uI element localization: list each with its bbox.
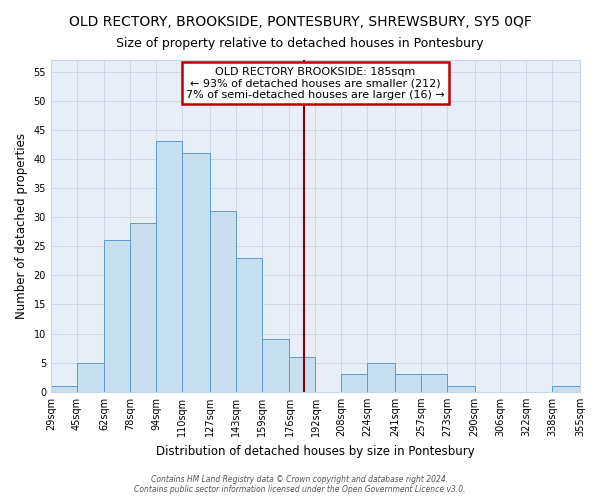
Bar [104, 240, 130, 392]
Bar [157, 142, 182, 392]
Bar [236, 258, 262, 392]
Bar [367, 362, 395, 392]
Text: Contains HM Land Registry data © Crown copyright and database right 2024.
Contai: Contains HM Land Registry data © Crown c… [134, 474, 466, 494]
Bar [210, 212, 236, 392]
Bar [341, 374, 367, 392]
Bar [182, 153, 210, 392]
Bar [130, 223, 157, 392]
Bar [51, 386, 77, 392]
Text: OLD RECTORY BROOKSIDE: 185sqm
← 93% of detached houses are smaller (212)
7% of s: OLD RECTORY BROOKSIDE: 185sqm ← 93% of d… [186, 66, 445, 100]
Bar [553, 386, 580, 392]
Text: Size of property relative to detached houses in Pontesbury: Size of property relative to detached ho… [116, 38, 484, 51]
Bar [395, 374, 421, 392]
Bar [421, 374, 447, 392]
Text: OLD RECTORY, BROOKSIDE, PONTESBURY, SHREWSBURY, SY5 0QF: OLD RECTORY, BROOKSIDE, PONTESBURY, SHRE… [68, 15, 532, 29]
Bar [77, 362, 104, 392]
Bar [447, 386, 475, 392]
X-axis label: Distribution of detached houses by size in Pontesbury: Distribution of detached houses by size … [156, 444, 475, 458]
Y-axis label: Number of detached properties: Number of detached properties [15, 133, 28, 319]
Bar [262, 340, 289, 392]
Bar [289, 357, 316, 392]
